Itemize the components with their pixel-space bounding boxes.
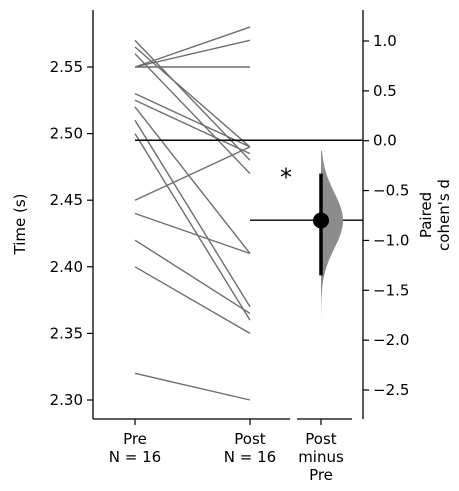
left-axis-title: Time (s): [11, 194, 29, 256]
paired-line: [134, 39, 251, 68]
paired-lines: [134, 26, 251, 401]
group-label-line: minus: [298, 448, 344, 466]
right-axis-title: Paired cohen's d: [417, 179, 453, 251]
group-label-line: Pre: [309, 466, 333, 484]
right-tick-label: −0.5: [373, 182, 409, 200]
group-label-line: Post: [305, 430, 337, 448]
left-tick-label: 2.30: [50, 391, 83, 409]
group-label-line: N = 16: [109, 448, 161, 466]
left-tick-label: 2.45: [50, 191, 83, 209]
paired-line: [134, 99, 251, 155]
left-axis-ticks: 2.30 2.35 2.40 2.45 2.50 2.55: [50, 58, 93, 409]
right-tick-label: 0.0: [373, 132, 397, 150]
group-label-line: Pre: [123, 430, 147, 448]
right-tick-label: −2.0: [373, 331, 409, 349]
left-tick-label: 2.55: [50, 58, 83, 76]
group-label-line: Post: [234, 430, 266, 448]
paired-line: [134, 93, 251, 148]
paired-line: [134, 133, 251, 321]
right-tick-label: −2.5: [373, 381, 409, 399]
effect-size-plot: *: [135, 139, 363, 400]
paired-line: [134, 53, 251, 175]
right-axis-title-line-1: Paired: [417, 192, 435, 238]
paired-line: [134, 106, 251, 254]
left-tick-label: 2.40: [50, 258, 83, 276]
right-axis-ticks: 1.0 0.5 0.0 −0.5 −1.0 −1.5 −2.0 −2.5: [363, 32, 409, 399]
effect-size-point: [313, 212, 329, 229]
left-tick-label: 2.50: [50, 125, 83, 143]
paired-line: [134, 119, 251, 308]
right-tick-label: 0.5: [373, 82, 397, 100]
right-tick-label: −1.0: [373, 231, 409, 249]
paired-line: [134, 239, 251, 315]
right-axis-title-line-2: cohen's d: [435, 179, 453, 251]
paired-line: [134, 212, 251, 255]
paired-line: [134, 26, 251, 68]
paired-line: [134, 39, 251, 161]
right-tick-label: 1.0: [373, 32, 397, 50]
paired-line: [134, 266, 251, 335]
right-tick-label: −1.5: [373, 281, 409, 299]
bootstrap-distribution: [321, 150, 343, 400]
paired-line: [134, 372, 251, 401]
paired-line: [134, 146, 251, 201]
group-label-line: N = 16: [224, 448, 276, 466]
paired-line: [134, 46, 251, 148]
significance-marker: *: [280, 164, 292, 192]
left-tick-label: 2.35: [50, 324, 83, 342]
